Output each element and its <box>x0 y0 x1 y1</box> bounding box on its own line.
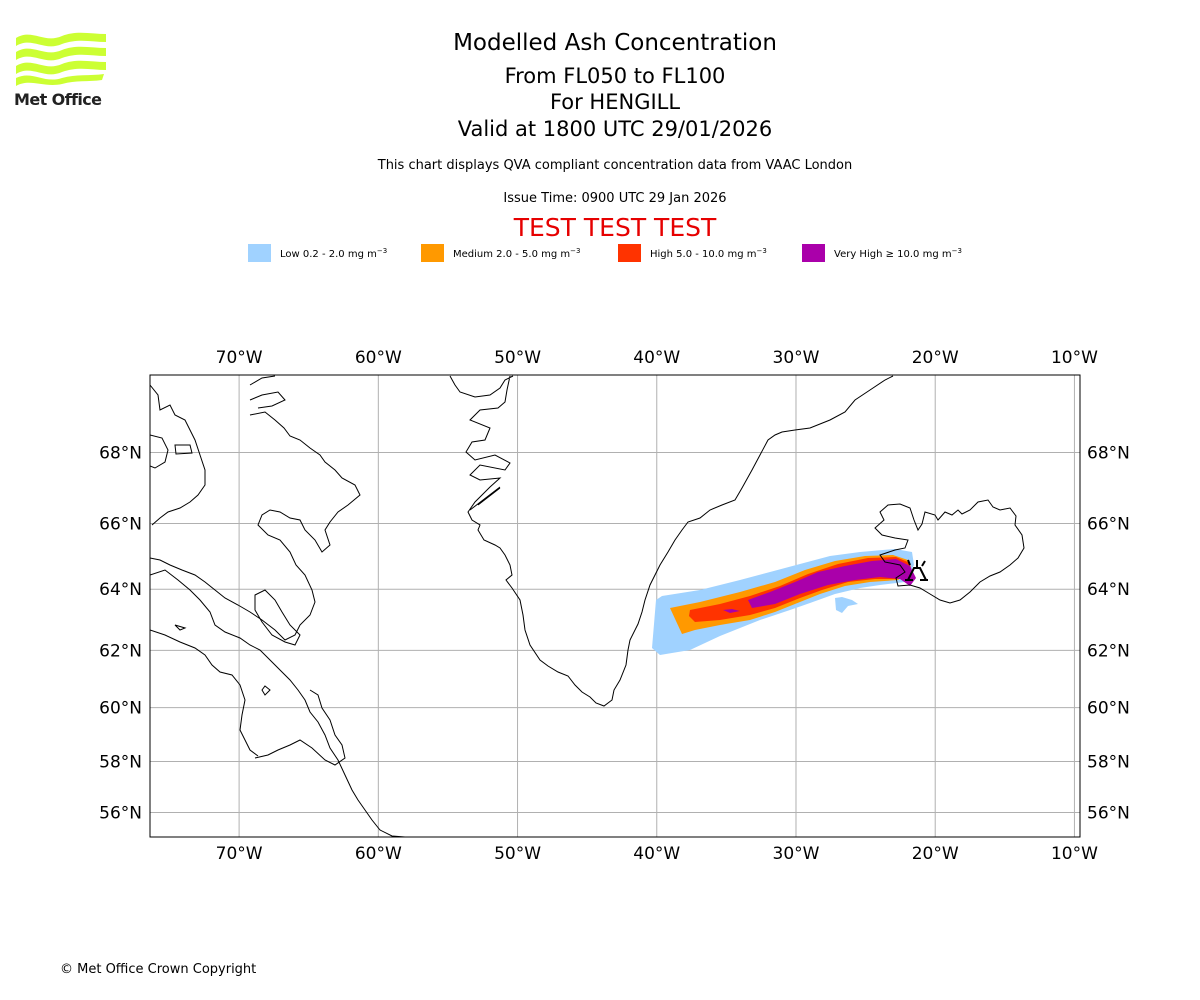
test-banner: TEST TEST TEST <box>513 213 717 242</box>
lat-tick-label-right: 60°N <box>1087 699 1130 719</box>
lat-tick-label-right: 58°N <box>1087 753 1130 773</box>
lon-tick-label-top: 10°W <box>1051 348 1098 368</box>
coastline-lake <box>150 434 271 696</box>
lat-tick-label-left: 60°N <box>99 699 142 719</box>
axis-tick-labels: 70°W 70°W 60°W 60°W 50°W 50°W 40°W 40°W 30°W 30°W… <box>99 348 1130 864</box>
map-frame <box>149 374 1081 838</box>
valid-time: Valid at 1800 UTC 29/01/2026 <box>457 117 773 141</box>
coastline-baffin <box>150 375 361 641</box>
legend-item-high: High 5.0 - 10.0 mg m−3 <box>618 244 767 262</box>
legend-label-low: Low 0.2 - 2.0 mg m−3 <box>280 246 388 260</box>
legend-item-very-high: Very High ≥ 10.0 mg m−3 <box>802 244 962 262</box>
lat-tick-label-right: 66°N <box>1087 515 1130 535</box>
copyright: © Met Office Crown Copyright <box>60 962 257 977</box>
coastline-greenland-inlet <box>469 486 501 511</box>
gridlines <box>150 375 1080 837</box>
legend-swatch-high <box>618 244 641 262</box>
legend-swatch-medium <box>421 244 444 262</box>
volcano-location: For HENGILL <box>549 90 681 114</box>
lat-tick-label-left: 56°N <box>99 804 142 824</box>
coastline-baffin-peninsula <box>254 589 301 646</box>
lat-tick-label-left: 68°N <box>99 443 142 463</box>
lon-tick-label-top: 60°W <box>355 348 402 368</box>
legend-label-high: High 5.0 - 10.0 mg m−3 <box>650 246 767 260</box>
lon-tick-label-bottom: 30°W <box>773 844 820 864</box>
lon-tick-label-top: 70°W <box>216 348 263 368</box>
chart-subtitle: This chart displays QVA compliant concen… <box>377 158 853 173</box>
ash-low-patch <box>835 597 858 613</box>
legend-item-medium: Medium 2.0 - 5.0 mg m−3 <box>421 244 580 262</box>
legend-label-medium: Medium 2.0 - 5.0 mg m−3 <box>453 246 581 260</box>
volcano-symbol-icon <box>905 559 928 581</box>
lon-tick-label-bottom: 50°W <box>494 844 541 864</box>
legend-swatch-very-high <box>802 244 825 262</box>
lat-tick-label-right: 62°N <box>1087 641 1130 661</box>
lon-tick-label-top: 20°W <box>912 348 959 368</box>
lat-tick-label-right: 68°N <box>1087 443 1130 463</box>
lon-tick-label-bottom: 70°W <box>216 844 263 864</box>
legend-item-low: Low 0.2 - 2.0 mg m−3 <box>248 244 387 262</box>
coastline-greenland-west <box>449 375 894 707</box>
ash-very-high-spot <box>723 609 740 613</box>
lon-tick-label-top: 30°W <box>773 348 820 368</box>
lat-tick-label-right: 56°N <box>1087 804 1130 824</box>
lat-tick-label-left: 58°N <box>99 753 142 773</box>
met-office-logo: Met Office <box>14 30 108 112</box>
chart-title: Modelled Ash Concentration <box>453 30 777 56</box>
ash-cloud <box>652 549 916 655</box>
lon-tick-label-top: 50°W <box>494 348 541 368</box>
met-office-waves-icon <box>16 32 106 86</box>
flight-levels: From FL050 to FL100 <box>504 64 726 88</box>
coastline-foxe <box>150 384 206 526</box>
lon-tick-label-top: 40°W <box>633 348 680 368</box>
coastline-hudson <box>150 629 259 757</box>
lat-tick-label-left: 64°N <box>99 580 142 600</box>
coastline-labrador-inner <box>254 689 346 766</box>
lon-tick-label-bottom: 20°W <box>912 844 959 864</box>
lat-tick-label-left: 66°N <box>99 515 142 535</box>
coastline-iceland <box>874 499 1025 604</box>
logo-text: Met Office <box>14 90 102 109</box>
lon-tick-label-bottom: 60°W <box>355 844 402 864</box>
lon-tick-label-bottom: 40°W <box>633 844 680 864</box>
lat-tick-label-left: 62°N <box>99 641 142 661</box>
ash-very-high-area <box>748 559 916 608</box>
lat-tick-label-right: 64°N <box>1087 580 1130 600</box>
coastlines <box>150 375 1025 837</box>
legend-label-very-high: Very High ≥ 10.0 mg m−3 <box>834 246 962 260</box>
lon-tick-label-bottom: 10°W <box>1051 844 1098 864</box>
coastline-labrador <box>150 569 406 837</box>
issue-time: Issue Time: 0900 UTC 29 Jan 2026 <box>503 191 727 206</box>
legend-swatch-low <box>248 244 271 262</box>
